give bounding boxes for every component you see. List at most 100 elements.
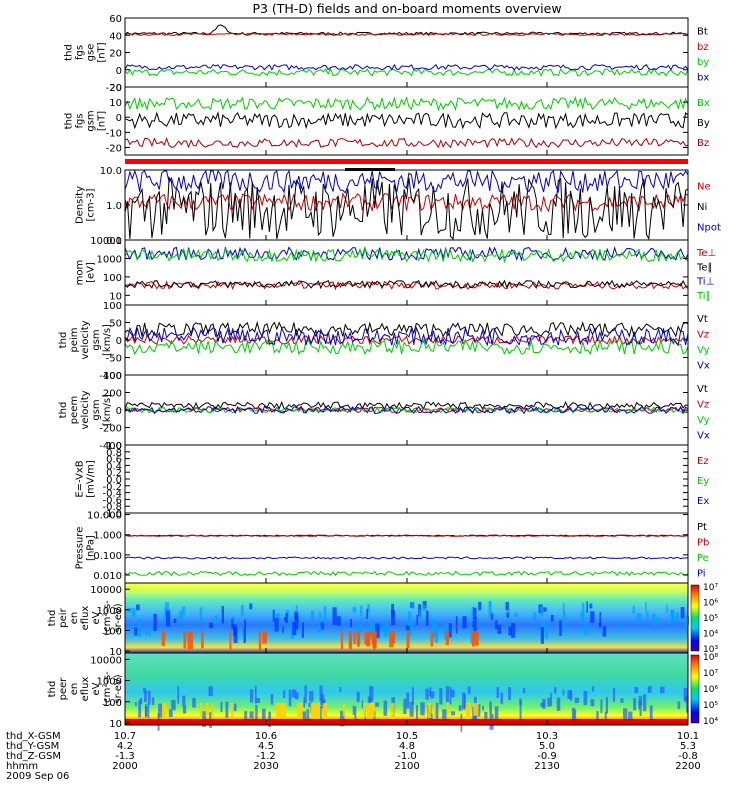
spectrogram-texture <box>208 686 213 697</box>
spectrogram-texture <box>288 689 292 707</box>
spectrogram-burst <box>357 631 360 647</box>
spectrogram-texture <box>590 611 595 623</box>
spectrogram-texture <box>619 620 623 628</box>
y-tick-label: 10000 <box>90 585 122 596</box>
y-axis-label: thd <box>58 332 69 349</box>
spectrogram-texture <box>165 610 171 627</box>
spectrogram-texture <box>375 623 380 639</box>
y-tick-label: 100 <box>103 698 122 709</box>
spectrogram-texture <box>563 611 566 629</box>
spectrogram-texture <box>416 614 419 626</box>
y-axis-label: peir <box>58 607 69 627</box>
legend-Bz: Bz <box>697 138 709 149</box>
spectrogram-burst <box>446 703 450 716</box>
spectrogram-texture <box>445 686 450 703</box>
spectrogram-texture <box>550 614 554 622</box>
colorbar-tick-label: 10⁵ <box>703 701 718 711</box>
x-tick-label: 4.5 <box>258 741 274 752</box>
spectrogram-texture <box>567 690 572 699</box>
spectrogram-burst <box>473 631 479 646</box>
colorbar-tick-label: 10⁵ <box>703 614 718 624</box>
spectrogram-texture <box>643 694 647 712</box>
series-line-Ni <box>124 176 689 241</box>
spectrogram-texture <box>406 692 410 709</box>
spectrogram-texture <box>151 697 155 705</box>
spectrogram-texture <box>358 621 363 634</box>
spectrogram-texture <box>471 606 475 616</box>
y-tick-label: 100 <box>103 273 122 284</box>
spectrogram-texture <box>686 695 689 713</box>
series-line-Npot <box>124 169 689 194</box>
spectrogram-texture <box>255 698 260 704</box>
y-tick-label: 0.0 <box>106 475 122 486</box>
spectrogram-texture <box>590 699 595 707</box>
spectrogram-texture <box>341 620 344 628</box>
y-axis-label: en <box>69 612 80 625</box>
spectrogram-texture <box>554 687 557 694</box>
spectrogram-texture <box>225 701 229 718</box>
spectrogram-texture <box>317 627 320 633</box>
legend-bx: bx <box>697 72 709 83</box>
spectrogram-texture <box>354 706 357 722</box>
y-tick-label: -1.0 <box>102 509 122 520</box>
y-axis-label: [nT] <box>97 111 108 131</box>
spectrogram-texture <box>541 621 546 632</box>
y-axis-label: [km/s] <box>102 394 113 426</box>
spectrogram-texture <box>473 607 477 620</box>
x-tick-label: -0.8 <box>678 751 698 762</box>
spectrogram-texture <box>306 709 310 720</box>
spectrogram-texture <box>182 695 186 707</box>
spectrogram-texture <box>628 711 633 723</box>
spectrogram-texture <box>571 707 575 723</box>
spectrogram-burst <box>199 703 203 720</box>
y-axis-label: thd <box>64 44 75 61</box>
spectrogram-texture <box>506 612 509 618</box>
legend-Ex: Ex <box>697 496 709 507</box>
y-axis-label: [eV] <box>86 262 97 283</box>
series-line-Vy <box>124 338 689 356</box>
spectrogram-texture <box>586 601 588 613</box>
series-line-Vx <box>124 405 689 415</box>
spectrogram-texture <box>652 613 656 626</box>
spectrogram-texture <box>153 613 157 632</box>
spectrogram-burst <box>229 631 232 650</box>
spectrogram-texture <box>426 610 429 626</box>
panel-peir_spectrogram: 10³ 10⁴ 10⁵ 10⁶ 10⁷ 10 100 1000 10000 thd peir en ef… <box>47 582 718 658</box>
series-line-Vx <box>124 325 689 348</box>
spectrogram-texture <box>604 711 607 724</box>
spectrogram-texture <box>173 699 176 711</box>
y-axis-label: peer <box>58 677 69 701</box>
spectrogram-burst <box>389 631 394 648</box>
spectrogram-burst <box>183 631 187 649</box>
spectrogram-texture <box>339 686 342 693</box>
x-date-label: 2009 Sep 06 <box>6 771 69 782</box>
spectrogram-texture <box>589 603 593 609</box>
spectrogram-texture <box>430 691 435 699</box>
spectrogram-texture <box>295 605 298 612</box>
x-tick-label: -1.0 <box>397 751 417 762</box>
spectrogram-burst <box>258 631 262 651</box>
y-tick-label: 60 <box>109 14 122 25</box>
spectrogram-texture <box>310 610 314 626</box>
series-line-Vt <box>124 400 689 411</box>
series-line-Ne <box>124 192 689 213</box>
spectrogram-texture <box>622 708 628 725</box>
x-row-label: thd_Z-GSM <box>6 751 61 762</box>
spectrogram-texture <box>562 689 565 696</box>
spectrogram-burst <box>187 631 193 650</box>
spectrogram-texture <box>352 705 355 715</box>
spectrogram-texture <box>598 623 602 628</box>
panel-peer_spectrogram: 10⁴ 10⁵ 10⁶ 10⁷ 10⁸ 10 100 1000 10000 thd peer en ef… <box>47 652 718 732</box>
legend-Vt: Vt <box>697 384 708 395</box>
spectrogram-texture <box>336 616 341 626</box>
x-tick-label: 5.3 <box>680 741 696 752</box>
spectrogram-texture <box>384 622 389 637</box>
spectrogram-texture <box>522 688 526 694</box>
legend-by: by <box>697 57 709 68</box>
y-axis-label: thd <box>64 113 75 130</box>
x-tick-label: -1.3 <box>115 751 135 762</box>
y-tick-label: -0.6 <box>102 495 122 506</box>
spectrogram-texture <box>580 611 583 619</box>
y-axis-label: gsm <box>86 110 97 131</box>
spectrogram-texture <box>482 706 485 711</box>
